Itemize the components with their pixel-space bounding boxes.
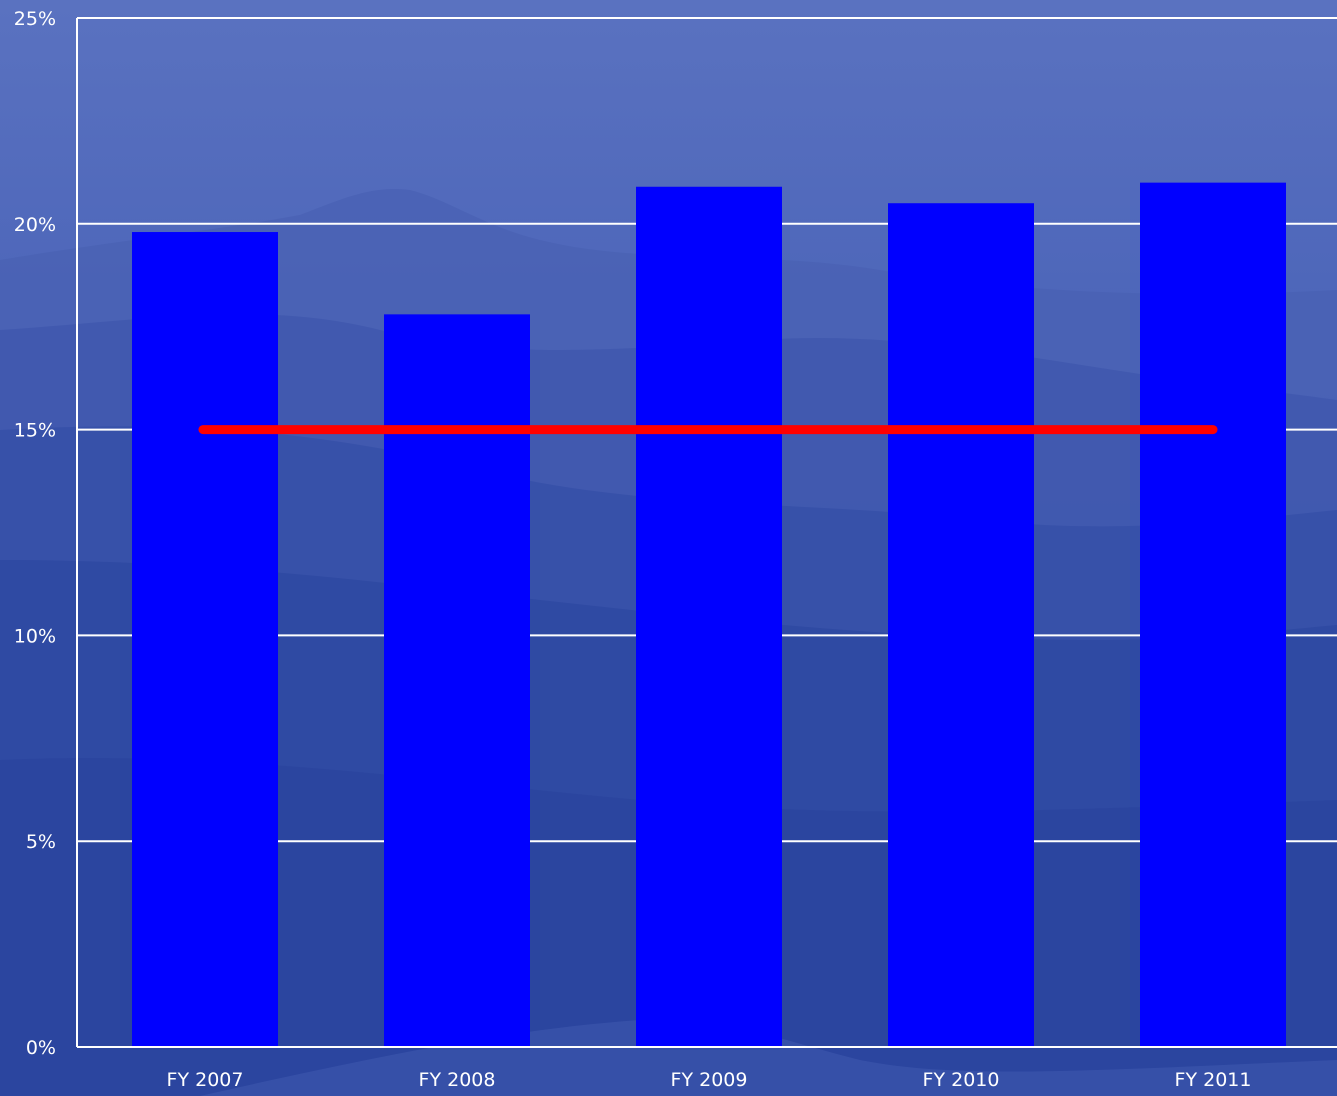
y-tick-label: 20% bbox=[14, 214, 56, 236]
y-axis-tick-labels: 0% 5% 10% 15% 20% 25% bbox=[14, 8, 56, 1059]
bar bbox=[132, 232, 278, 1048]
bar bbox=[1140, 182, 1286, 1047]
bar bbox=[636, 186, 782, 1048]
y-tick-label: 5% bbox=[26, 831, 56, 853]
x-tick-label: FY 2010 bbox=[923, 1069, 1000, 1091]
y-tick-label: 10% bbox=[14, 625, 56, 647]
x-tick-label: FY 2009 bbox=[671, 1069, 748, 1091]
x-tick-label: FY 2008 bbox=[419, 1069, 496, 1091]
bars bbox=[132, 182, 1286, 1048]
bar bbox=[888, 203, 1034, 1048]
x-axis-tick-labels: FY 2007 FY 2008 FY 2009 FY 2010 FY 2011 bbox=[167, 1069, 1252, 1091]
bar bbox=[384, 314, 530, 1047]
x-tick-label: FY 2007 bbox=[167, 1069, 244, 1091]
x-tick-label: FY 2011 bbox=[1175, 1069, 1252, 1091]
y-tick-label: 25% bbox=[14, 8, 56, 30]
y-tick-label: 15% bbox=[14, 420, 56, 442]
y-tick-label: 0% bbox=[26, 1037, 56, 1059]
